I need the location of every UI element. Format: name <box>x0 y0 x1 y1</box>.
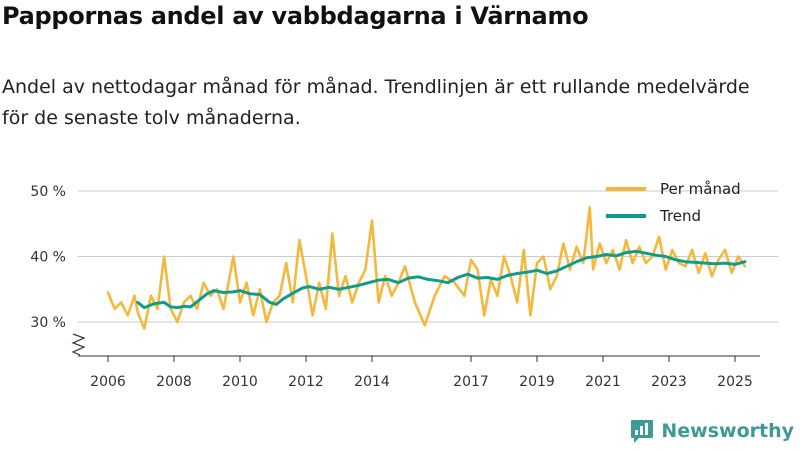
legend: Per månad Trend <box>606 180 741 225</box>
x-tick-label: 2008 <box>156 374 192 390</box>
legend-label-per-manad: Per månad <box>660 180 741 198</box>
x-tick-label: 2012 <box>288 374 324 390</box>
x-tick-label: 2017 <box>453 374 489 390</box>
series-line-per-manad <box>106 206 747 330</box>
x-tick-label: 2010 <box>222 374 258 390</box>
axis-break-marker <box>71 333 86 356</box>
legend-label-trend: Trend <box>659 207 701 225</box>
x-tick-label: 2021 <box>585 374 621 390</box>
series-layer <box>106 206 747 330</box>
y-tick-label: 30 % <box>30 315 66 331</box>
newsworthy-logo-icon <box>631 420 654 443</box>
y-tick-label: 40 % <box>30 250 66 266</box>
page-subtitle: Andel av nettodagar månad för månad. Tre… <box>2 76 750 129</box>
series-line-trend <box>136 249 747 310</box>
x-tick-label: 2019 <box>519 374 555 390</box>
x-tick-label: 2014 <box>354 374 390 390</box>
brand-name: Newsworthy <box>661 420 794 442</box>
x-tick-label: 2006 <box>90 374 126 390</box>
brand-logo: Newsworthy <box>629 418 794 444</box>
x-tick-label: 2023 <box>651 374 687 390</box>
y-tick-label: 50 % <box>30 184 66 200</box>
axis-layer: 30 % 40 % 50 % 2006 2008 2010 2012 2014 2017 2019… <box>30 184 760 390</box>
x-tick-label: 2025 <box>717 374 753 390</box>
page-title: Pappornas andel av vabbdagarna i Värnamo <box>2 2 589 30</box>
